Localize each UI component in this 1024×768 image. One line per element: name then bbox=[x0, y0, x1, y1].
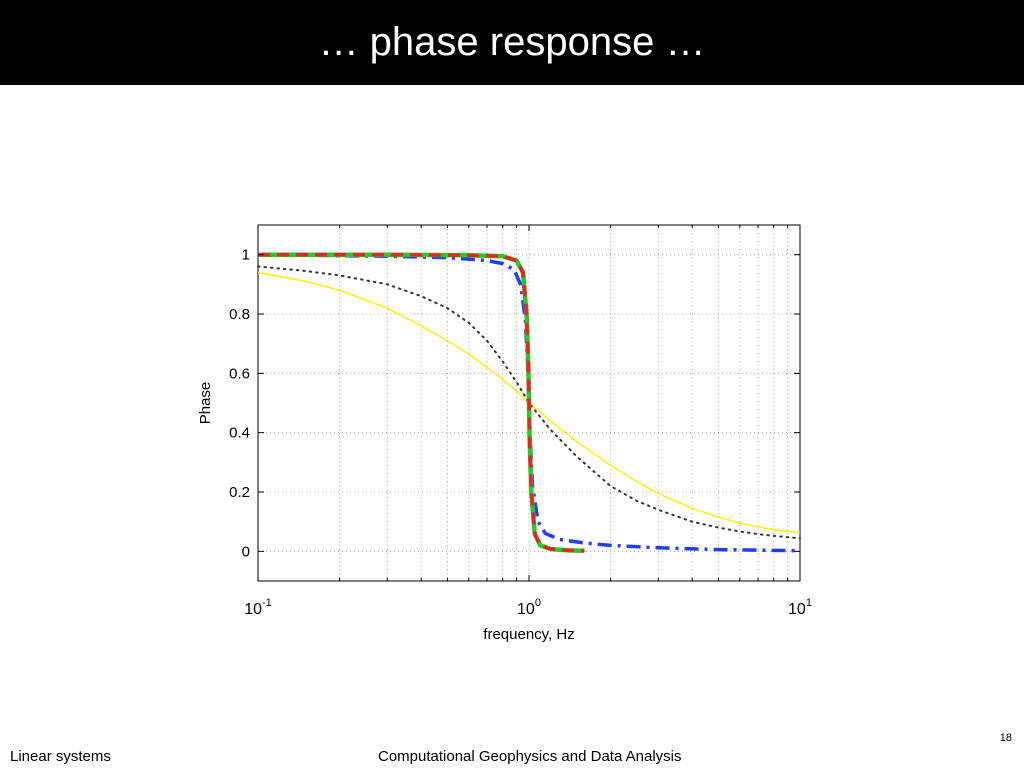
y-tick-label: 0.4 bbox=[229, 425, 250, 442]
footer-center: Computational Geophysics and Data Analys… bbox=[378, 748, 682, 765]
y-tick-label: 0.2 bbox=[229, 484, 250, 501]
x-axis-label: frequency, Hz bbox=[483, 626, 574, 643]
y-tick-label: 0.8 bbox=[229, 306, 250, 323]
x-tick-label: 10-1 bbox=[244, 597, 272, 618]
x-tick-label: 101 bbox=[788, 597, 812, 618]
series-line-2 bbox=[257, 265, 801, 540]
phase-chart: 0 0.2 0.4 0.6 0.8 1 10-1 100 101 frequency, Hz P… bbox=[197, 224, 812, 643]
y-tick-label: 1 bbox=[242, 247, 250, 264]
series-layer bbox=[257, 252, 801, 553]
y-axis-label: Phase bbox=[197, 382, 214, 425]
y-tick-label: 0.6 bbox=[229, 365, 250, 382]
series-line-1 bbox=[257, 271, 801, 534]
x-tick-label: 100 bbox=[517, 597, 541, 618]
y-tick-label: 0 bbox=[242, 543, 250, 560]
footer-left: Linear systems bbox=[10, 748, 111, 765]
slide-title: … phase response … bbox=[318, 20, 706, 64]
series-line-5 bbox=[258, 252, 585, 553]
title-bar bbox=[0, 0, 1024, 85]
slide-number: 18 bbox=[999, 732, 1012, 744]
tick-layer: 0 0.2 0.4 0.6 0.8 1 10-1 100 101 bbox=[229, 225, 812, 618]
grid-layer bbox=[258, 225, 800, 581]
